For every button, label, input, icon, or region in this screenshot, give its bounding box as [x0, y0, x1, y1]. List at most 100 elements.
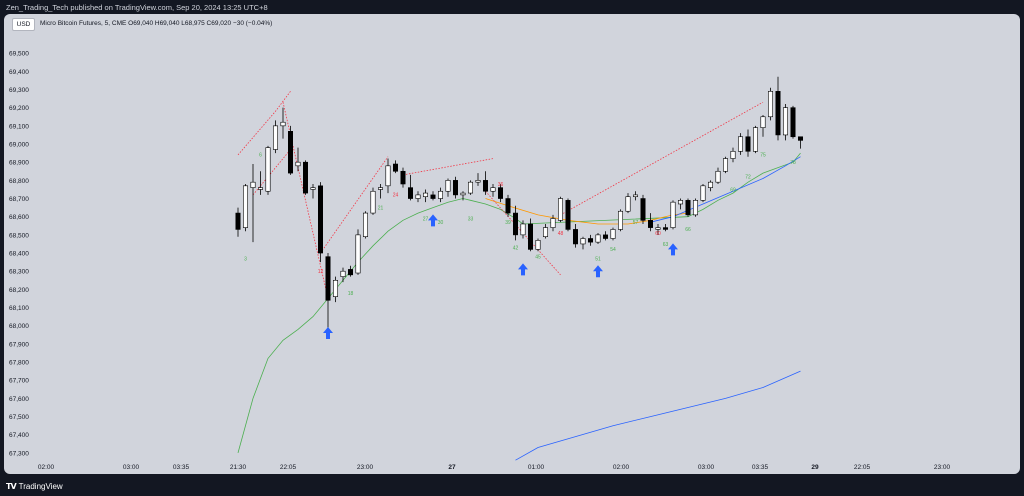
y-tick-label: 67,700 [9, 378, 29, 385]
candle-body [775, 91, 781, 136]
candle-body [505, 198, 511, 214]
x-tick-label: 03:00 [698, 464, 715, 471]
candle-body [692, 200, 698, 216]
candle-body [625, 196, 631, 212]
y-tick-label: 68,000 [9, 323, 29, 330]
y-tick-label: 67,600 [9, 396, 29, 403]
count-label: 42 [513, 245, 519, 251]
count-label: 21 [378, 205, 384, 211]
up-arrow-icon [518, 263, 528, 276]
candle-body [445, 180, 451, 192]
candle-body [362, 212, 368, 237]
up-arrow-icon [593, 265, 603, 278]
candle-body [632, 194, 638, 198]
candle-body [790, 107, 796, 138]
x-tick-label: 29 [811, 464, 819, 471]
candle-body [235, 212, 241, 230]
x-tick-label: 21:30 [230, 464, 247, 471]
y-tick-label: 68,600 [9, 214, 29, 221]
candle-body [580, 238, 586, 245]
candle-body [272, 125, 278, 150]
x-tick-label: 02:00 [613, 464, 630, 471]
y-tick-label: 67,500 [9, 414, 29, 421]
candle-body [700, 185, 706, 201]
up-arrow-icon [428, 214, 438, 227]
candle-body [317, 185, 323, 254]
candle-body [422, 192, 428, 198]
count-label: 18 [348, 291, 354, 297]
y-tick-label: 68,100 [9, 305, 29, 312]
candle-body [535, 240, 541, 250]
currency-badge[interactable]: USD [12, 18, 35, 31]
y-tick-label: 69,500 [9, 51, 29, 58]
y-tick-label: 68,200 [9, 287, 29, 294]
candle-body [497, 187, 503, 199]
count-label: 24 [393, 193, 399, 199]
candle-body [287, 131, 293, 174]
candle-body [670, 201, 676, 228]
up-arrow-icon [323, 326, 333, 339]
count-label: 63 [663, 242, 669, 248]
candle-body [482, 180, 488, 192]
candle-body [557, 198, 563, 221]
trendline [560, 101, 764, 216]
x-tick-label: 22:05 [854, 464, 871, 471]
publish-header: Zen_Trading_Tech published on TradingVie… [0, 0, 1024, 14]
brand-name: TradingView [18, 482, 63, 491]
candle-body [595, 234, 601, 243]
count-label: 12 [318, 269, 324, 275]
candle-body [707, 181, 713, 188]
count-label: 48 [558, 231, 564, 237]
x-tick-label: 03:00 [123, 464, 140, 471]
candle-body [355, 234, 361, 274]
y-tick-label: 69,200 [9, 105, 29, 112]
candle-body [392, 163, 398, 172]
candle-body [587, 238, 593, 243]
y-tick-label: 67,300 [9, 450, 29, 457]
candle-body [370, 190, 376, 214]
candle-body [332, 279, 338, 297]
x-tick-label: 01:00 [528, 464, 545, 471]
candle-body [677, 200, 683, 205]
tradingview-logo[interactable]: 𝗧𝗩 TradingView [6, 482, 63, 491]
candle-body [662, 227, 668, 230]
candle-body [295, 161, 301, 167]
candle-body [377, 187, 383, 190]
candle-body [797, 136, 803, 141]
candle-body [430, 194, 436, 199]
candle-body [745, 136, 751, 152]
candle-body [385, 165, 391, 187]
candle-body [243, 185, 249, 228]
candle-body [265, 147, 271, 192]
y-tick-label: 67,400 [9, 432, 29, 439]
x-tick-label: 27 [448, 464, 456, 471]
count-label: 66 [685, 227, 691, 233]
x-tick-label: 23:00 [357, 464, 374, 471]
count-label: 3 [244, 256, 247, 262]
candle-body [467, 181, 473, 194]
candle-body [760, 116, 766, 128]
y-tick-label: 68,700 [9, 196, 29, 203]
y-tick-label: 68,500 [9, 232, 29, 239]
candle-body [752, 127, 758, 152]
count-label: 60 [655, 231, 661, 237]
candle-body [490, 187, 496, 192]
candle-body [325, 256, 331, 301]
candle-body [610, 229, 616, 239]
y-tick-label: 69,300 [9, 87, 29, 94]
up-arrow-icon [668, 243, 678, 256]
count-label: 27 [423, 216, 429, 222]
count-label: 69 [730, 187, 736, 193]
ema-line-slow [515, 370, 801, 461]
y-tick-label: 67,800 [9, 360, 29, 367]
y-tick-label: 67,900 [9, 341, 29, 348]
chart-panel[interactable] [4, 14, 1020, 474]
x-tick-label: 23:00 [934, 464, 951, 471]
candle-body [437, 190, 443, 199]
candle-body [407, 187, 413, 199]
candle-body [767, 91, 773, 118]
footer-bar: 𝗧𝗩 TradingView [0, 478, 1024, 496]
y-tick-label: 68,800 [9, 178, 29, 185]
candlestick-chart[interactable]: 69,500 69,400 69,300 69,200 69,100 69,000 68,9… [0, 0, 1024, 478]
ema-line-orange [485, 198, 689, 225]
